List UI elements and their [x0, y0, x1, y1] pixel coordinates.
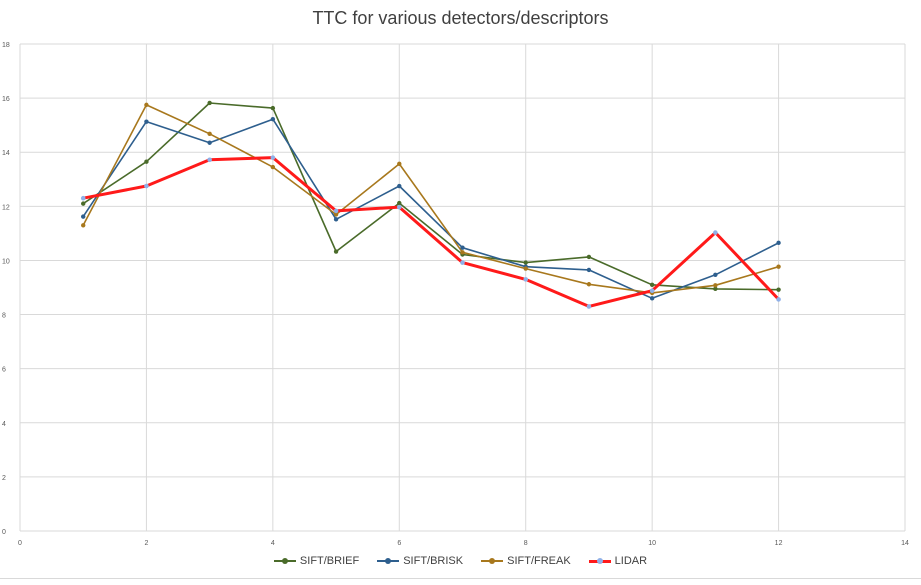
data-point [81, 214, 86, 219]
data-point [523, 266, 528, 271]
data-point [586, 254, 592, 260]
data-point [523, 277, 529, 282]
data-point [207, 100, 212, 106]
legend-item: SIFT/FREAK [481, 555, 571, 567]
legend-item: LIDAR [588, 555, 648, 567]
data-point [586, 267, 592, 273]
chart-border [0, 578, 921, 585]
legend-item: SIFT/BRIEF [273, 555, 360, 567]
series-line-sift-brisk [82, 118, 779, 300]
y-tick-label: 0 [2, 529, 6, 536]
y-tick-label: 14 [2, 150, 10, 157]
data-point [80, 195, 86, 201]
data-point [776, 240, 781, 246]
y-tick-label: 8 [2, 313, 6, 320]
data-point [144, 102, 149, 108]
y-tick-label: 16 [2, 96, 10, 103]
legend-label: SIFT/BRIEF [299, 555, 360, 567]
legend-label: SIFT/BRISK [403, 555, 464, 567]
data-point [81, 223, 86, 228]
data-point [333, 212, 339, 217]
y-tick-label: 6 [2, 367, 6, 374]
legend-swatch [481, 556, 504, 566]
data-point [397, 183, 402, 189]
legend-swatch [377, 556, 400, 566]
data-point [649, 296, 655, 301]
data-point [270, 164, 276, 170]
x-tick-label: 10 [648, 540, 656, 547]
data-point [586, 282, 592, 287]
data-point [270, 117, 276, 122]
data-point [460, 250, 465, 255]
data-point [333, 208, 339, 214]
data-point [144, 183, 149, 189]
legend: SIFT/BRIEF SIFT/BRISK SIFT/FREAK LIDAR [0, 555, 921, 567]
data-point [776, 264, 781, 269]
data-point [333, 249, 339, 254]
x-tick-label: 12 [775, 540, 783, 547]
chart-title: TTC for various detectors/descriptors [312, 8, 609, 28]
series-line-sift-freak [82, 104, 779, 294]
legend-label: SIFT/FREAK [507, 555, 571, 567]
data-point [144, 119, 149, 124]
x-tick-label: 2 [144, 540, 148, 547]
x-tick-label: 14 [901, 540, 909, 547]
y-tick-label: 12 [2, 204, 10, 211]
series-line-sift-brief [82, 102, 779, 291]
legend-label: LIDAR [614, 555, 648, 567]
x-tick-label: 4 [271, 540, 275, 547]
data-point [396, 204, 402, 210]
y-tick-label: 18 [2, 42, 10, 49]
x-tick-label: 0 [18, 540, 22, 547]
data-point [776, 297, 781, 302]
legend-swatch [273, 556, 296, 566]
data-point [144, 159, 149, 164]
series-line-lidar [82, 156, 780, 308]
data-point [649, 282, 655, 287]
data-point [207, 157, 212, 163]
data-point [776, 287, 781, 292]
data-point [713, 272, 718, 277]
x-tick-label: 6 [397, 540, 401, 547]
data-point [270, 105, 276, 111]
data-point [649, 288, 655, 294]
data-point [207, 140, 212, 145]
data-point [713, 286, 718, 292]
legend-swatch [588, 556, 611, 566]
data-point [397, 161, 402, 167]
legend-item: SIFT/BRISK [377, 555, 463, 567]
data-point [333, 217, 339, 222]
data-point [586, 304, 592, 309]
data-point [523, 260, 528, 265]
y-tick-label: 4 [2, 421, 6, 428]
x-tick-label: 8 [524, 540, 528, 547]
data-point [713, 230, 718, 235]
data-point [460, 260, 465, 265]
data-point [460, 245, 465, 250]
data-point [713, 283, 718, 288]
data-point [397, 200, 402, 206]
data-point [207, 131, 212, 137]
data-point [81, 201, 86, 206]
y-tick-label: 2 [2, 475, 6, 482]
y-tick-label: 10 [2, 258, 10, 265]
data-point [270, 155, 276, 160]
